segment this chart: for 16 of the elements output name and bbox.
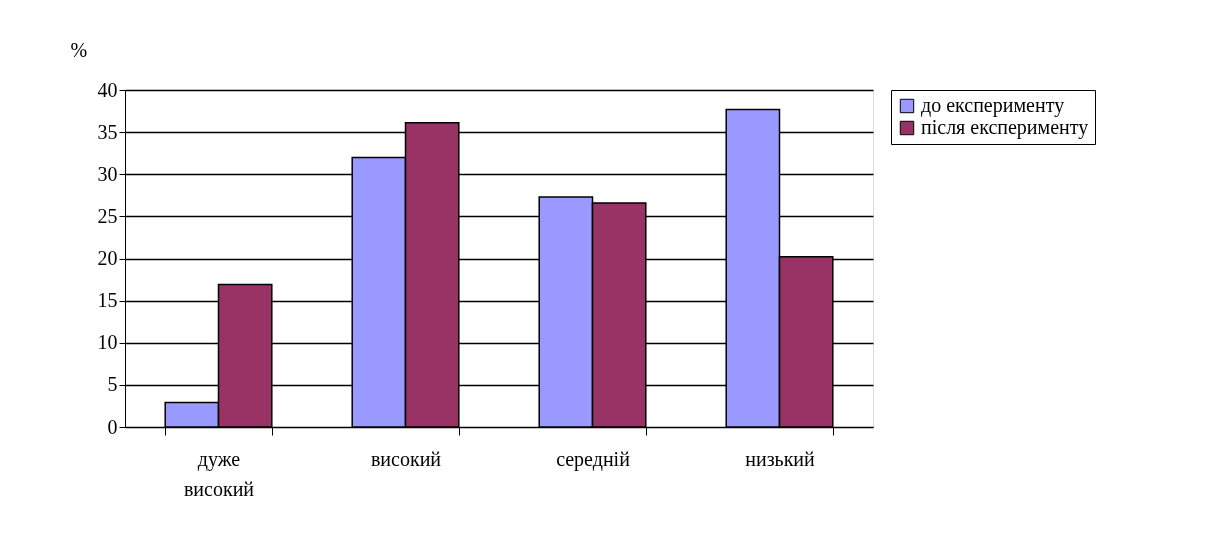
y-tick-label: 30: [97, 162, 118, 185]
y-tick-label: 25: [97, 204, 118, 227]
y-tick-label: 15: [97, 289, 118, 312]
y-tick-label: 20: [97, 247, 118, 269]
y-tick-label: 10: [97, 331, 118, 354]
x-tick-label: дуже високий: [183, 447, 255, 500]
y-tick-label: 40: [97, 78, 118, 101]
legend-label: після експерименту: [921, 116, 1089, 139]
x-tick-label: низький: [745, 447, 816, 470]
legend-label: до експерименту: [921, 94, 1065, 117]
x-tick-label: високий: [370, 447, 442, 470]
y-axis-title: %: [70, 38, 88, 61]
x-tick-label: середній: [556, 447, 631, 471]
y-tick-label: 0: [107, 415, 118, 438]
y-tick-label: 35: [97, 120, 118, 143]
y-tick-label: 5: [107, 373, 118, 396]
